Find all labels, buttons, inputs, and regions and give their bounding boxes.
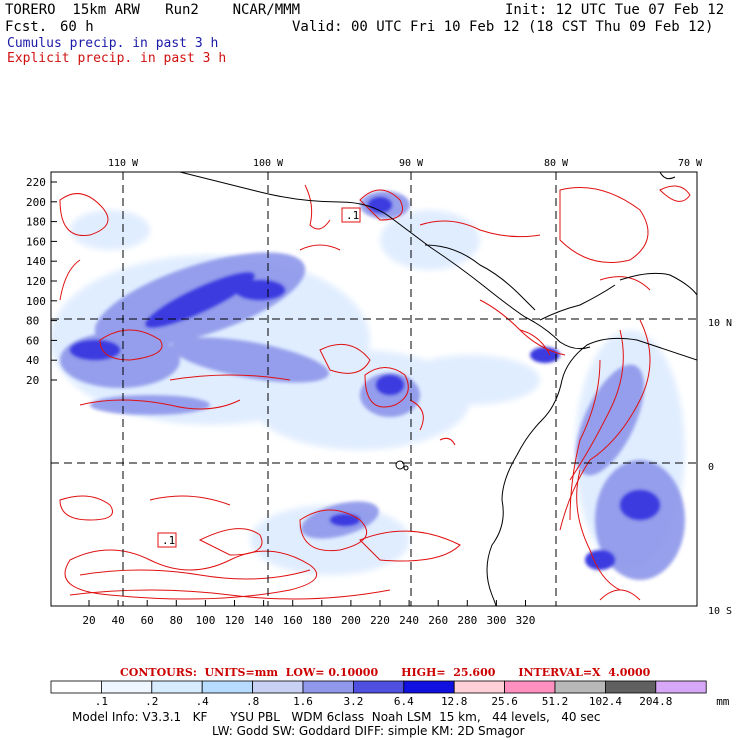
x-tick-label: 20 <box>82 614 95 627</box>
x-tick-label: 80 <box>170 614 183 627</box>
colorbar-swatch <box>655 680 707 694</box>
lon-label: 70 W <box>678 158 703 169</box>
model-info-line2: LW: Godd SW: Goddard DIFF: simple KM: 2D… <box>212 724 525 738</box>
colorbar: .1 .2 .4 .8 1.6 3.2 6.4 12.8 25.6 51.2 102.4 204.8 m… <box>50 680 730 708</box>
colorbar-level-label: 1.6 <box>293 695 313 708</box>
colorbar-level-label: .8 <box>246 695 259 708</box>
contour-label-boxes: .1 .1 <box>157 207 361 548</box>
colorbar-title: CONTOURS: UNITS=mm LOW= 0.10000 HIGH= 25… <box>120 666 651 679</box>
colorbar-swatch <box>403 680 455 694</box>
colorbar-swatch <box>554 680 606 694</box>
y-tick-label: 140 <box>26 255 46 268</box>
x-tick-label: 40 <box>111 614 124 627</box>
y-tick-label: 120 <box>26 275 46 288</box>
lat-label: 0 <box>708 462 714 473</box>
contour-label-2: .1 <box>162 534 175 547</box>
model-info-line1: Model Info: V3.3.1 KF YSU PBL WDM 6class… <box>72 710 601 724</box>
axis-labels: 220 200 180 160 140 120 100 80 60 40 20 20 40 60 80 100… <box>26 158 732 627</box>
colorbar-level-label: .2 <box>145 695 158 708</box>
colorbar-swatch <box>50 680 102 694</box>
y-tick-label: 160 <box>26 235 46 248</box>
colorbar-level-label: 12.8 <box>441 695 468 708</box>
colorbar-unit: mm <box>716 695 730 708</box>
x-tick-label: 140 <box>254 614 274 627</box>
colorbar-level-label: 25.6 <box>491 695 518 708</box>
map-field <box>51 172 697 606</box>
coastlines <box>179 172 697 606</box>
legend-explicit: Explicit precip. in past 3 h <box>7 51 227 66</box>
x-tick-label: 320 <box>516 614 536 627</box>
x-tick-label: 220 <box>370 614 390 627</box>
lon-label: 80 W <box>544 158 569 169</box>
x-tick-label: 240 <box>399 614 419 627</box>
map-frame <box>50 171 698 607</box>
colorbar-swatch <box>605 680 657 694</box>
forecast-label: Fcst. <box>5 19 48 35</box>
run-title: TORERO 15km ARW Run2 NCAR/MMM <box>5 2 301 18</box>
lon-label: 110 W <box>108 158 139 169</box>
lat-label: 10 S <box>708 606 732 617</box>
colorbar-level-label: .4 <box>196 695 210 708</box>
colorbar-swatch <box>504 680 556 694</box>
y-tick-label: 20 <box>26 374 39 387</box>
valid-time: Valid: 00 UTC Fri 10 Feb 12 (18 CST Thu … <box>292 19 714 35</box>
colorbar-level-label: 51.2 <box>542 695 569 708</box>
x-tick-label: 260 <box>428 614 448 627</box>
y-tick-label: 220 <box>26 176 46 189</box>
lon-label: 100 W <box>253 158 284 169</box>
colorbar-level-label: 204.8 <box>639 695 672 708</box>
lon-label: 90 W <box>399 158 424 169</box>
contour-label-1: .1 <box>346 209 359 222</box>
legend-cumulus: Cumulus precip. in past 3 h <box>7 36 219 51</box>
colorbar-swatch <box>352 680 405 694</box>
explicit-contours <box>59 184 691 601</box>
y-tick-label: 200 <box>26 196 46 209</box>
lat-label: 10 N <box>708 318 732 329</box>
colorbar-swatch <box>201 680 253 694</box>
colorbar-swatch <box>302 680 354 694</box>
x-tick-label: 60 <box>141 614 154 627</box>
colorbar-level-label: 102.4 <box>589 695 622 708</box>
forecast-hour: 60 h <box>60 19 94 35</box>
y-tick-label: 40 <box>26 354 39 367</box>
y-tick-label: 60 <box>26 334 39 347</box>
colorbar-level-label: .1 <box>95 695 108 708</box>
x-tick-label: 100 <box>195 614 215 627</box>
colorbar-swatch <box>101 680 153 694</box>
x-tick-label: 200 <box>341 614 361 627</box>
y-tick-label: 100 <box>26 295 46 308</box>
x-tick-label: 300 <box>486 614 506 627</box>
grid-lines <box>51 172 697 606</box>
y-tick-label: 180 <box>26 216 46 229</box>
axis-ticks <box>51 181 526 606</box>
x-tick-label: 180 <box>312 614 332 627</box>
colorbar-level-label: 3.2 <box>343 695 363 708</box>
x-tick-label: 280 <box>457 614 477 627</box>
x-tick-label: 120 <box>225 614 245 627</box>
colorbar-swatch <box>151 680 203 694</box>
colorbar-swatch <box>453 680 506 694</box>
init-time: Init: 12 UTC Tue 07 Feb 12 <box>505 2 725 18</box>
x-tick-label: 160 <box>283 614 303 627</box>
colorbar-swatch <box>252 680 304 694</box>
y-tick-label: 80 <box>26 315 39 328</box>
colorbar-level-label: 6.4 <box>394 695 414 708</box>
